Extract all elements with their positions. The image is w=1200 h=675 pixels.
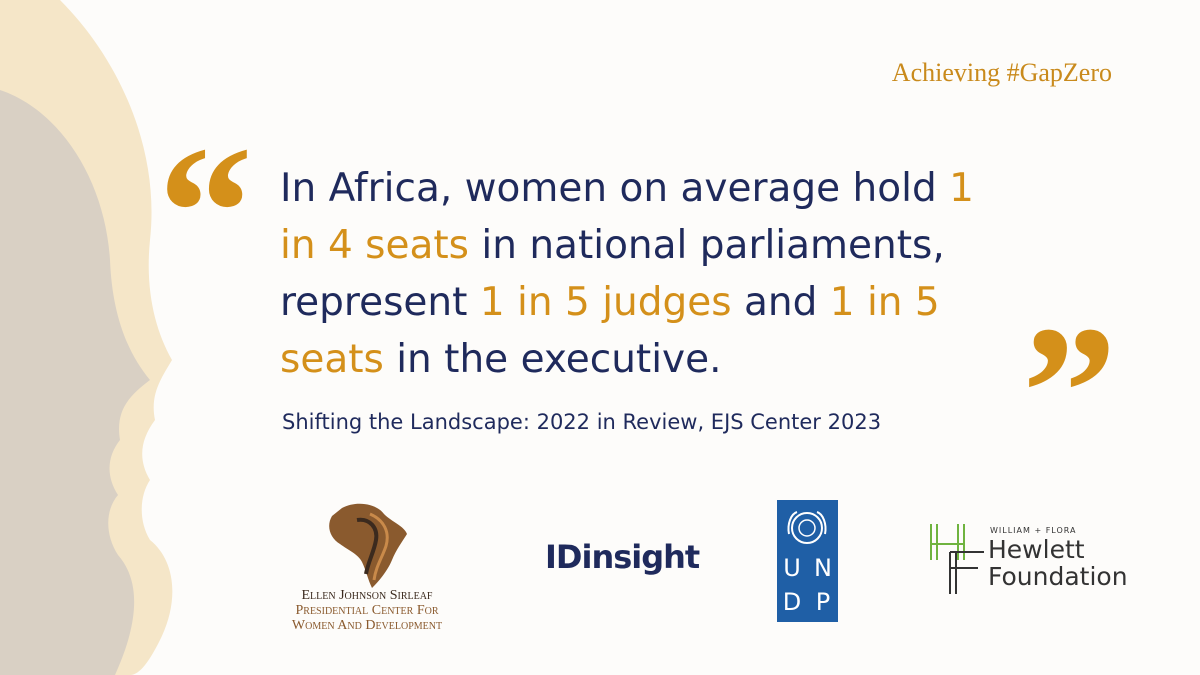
undp-letter: N: [814, 554, 832, 582]
ejs-logo-text: Ellen Johnson Sirleaf Presidential Cente…: [282, 588, 452, 633]
open-quote: “: [158, 108, 253, 318]
quote-highlight: 1: [949, 166, 974, 211]
quote-text: and: [731, 280, 830, 325]
undp-letter: D: [782, 588, 802, 616]
ejs-line: Presidential Center For: [295, 603, 439, 618]
un-emblem: [787, 511, 827, 544]
ejs-line: Women And Development: [291, 618, 443, 633]
source: Shifting the Landscape: 2022 in Review, …: [282, 410, 882, 434]
quote-line: in 4 seats in national parliaments,: [280, 217, 974, 274]
quote-line: In Africa, women on average hold 1: [280, 160, 974, 217]
undp-letter: P: [815, 588, 831, 616]
quote-highlight: seats: [280, 337, 384, 382]
quote-highlight: in 4 seats: [280, 223, 469, 268]
undp-logo: U N D P: [777, 500, 838, 622]
quote-highlight: 1 in 5: [829, 280, 940, 325]
undp-letter: U: [783, 554, 801, 582]
quote-text: in the executive.: [383, 337, 722, 382]
quote-highlight: 1 in 5 judges: [479, 280, 732, 325]
ejs-africa-logo: [329, 503, 407, 588]
quote-text: in national parliaments,: [468, 223, 945, 268]
hewlett-mark: [930, 524, 984, 594]
idinsight-logo: IDinsight: [545, 538, 700, 576]
quote-text: represent: [280, 280, 480, 325]
quote-line: seats in the executive.: [280, 331, 974, 388]
quote: In Africa, women on average hold 1 in 4 s…: [280, 160, 974, 388]
close-quote: ”: [1022, 288, 1117, 498]
hewlett-foundation: Foundation: [988, 562, 1128, 591]
tagline: Achieving #GapZero: [891, 58, 1112, 87]
hewlett-name: Hewlett: [988, 535, 1085, 564]
quote-text: In Africa, women on average hold: [280, 166, 950, 211]
quote-line: represent 1 in 5 judges and 1 in 5: [280, 274, 974, 331]
hewlett-small: William + Flora: [990, 526, 1077, 535]
ejs-line: Ellen Johnson Sirleaf: [301, 588, 433, 603]
